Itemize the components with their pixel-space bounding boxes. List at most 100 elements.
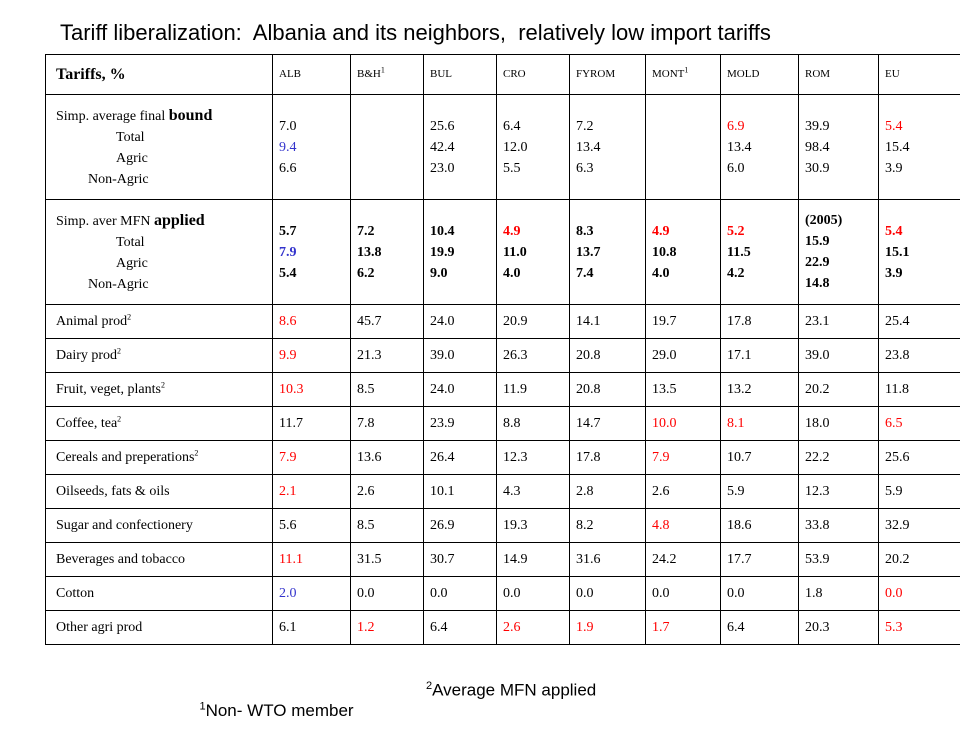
table-cell: 20.8 <box>570 339 646 373</box>
row-label-text: Beverages and tobacco <box>56 552 185 567</box>
table-cell: 7.8 <box>351 407 424 441</box>
row-label-note: 2 <box>117 346 121 355</box>
applied-value: 8.3 <box>576 221 645 242</box>
bound-sub-total: Total <box>56 127 272 148</box>
table-cell: 19.7 <box>646 305 721 339</box>
table-cell: 25.4 <box>879 305 960 339</box>
table-cell: 8.1 <box>721 407 799 441</box>
table-cell: 17.7 <box>721 543 799 577</box>
row-label-text: Cereals and preperations <box>56 450 194 465</box>
applied-value: 15.1 <box>885 242 960 263</box>
row-label-note: 2 <box>194 448 198 457</box>
applied-head-emph: applied <box>154 212 205 229</box>
footnote-2: 2Average MFN applied <box>426 680 596 701</box>
applied-value: 5.4 <box>279 263 350 284</box>
table-cell: 24.2 <box>646 543 721 577</box>
footnotes: 1Non- WTO member 2Average MFN applied <box>190 680 890 741</box>
table-cell: 8.5 <box>351 373 424 407</box>
bound-label-cell: Simp. average final bound Total Agric No… <box>46 95 273 200</box>
table-cell: 5.6 <box>273 509 351 543</box>
country-name: EU <box>885 68 900 80</box>
country-header-6: MOLD <box>721 55 799 95</box>
table-cell: 23.8 <box>879 339 960 373</box>
row-label-text: Sugar and confectionery <box>56 518 193 533</box>
row-label-text: Cotton <box>56 586 94 601</box>
bound-head: Simp. average final <box>56 109 165 124</box>
table-cell: 10.0 <box>646 407 721 441</box>
table-cell: 30.7 <box>424 543 497 577</box>
table-cell: 4.8 <box>646 509 721 543</box>
applied-value: 5.7 <box>279 221 350 242</box>
bound-value-cell-5 <box>646 95 721 200</box>
corner-label: Tariffs, % <box>46 55 273 95</box>
table-cell: 7.9 <box>646 441 721 475</box>
country-header-5: MONT1 <box>646 55 721 95</box>
bound-value: 6.6 <box>279 158 350 179</box>
table-cell: 33.8 <box>799 509 879 543</box>
table-cell: 6.4 <box>721 611 799 645</box>
country-note: 1 <box>684 65 688 74</box>
row-label: Animal prod2 <box>46 305 273 339</box>
table-cell: 31.6 <box>570 543 646 577</box>
table-cell: 20.2 <box>799 373 879 407</box>
bound-value: 9.4 <box>279 137 350 158</box>
table-cell: 8.6 <box>273 305 351 339</box>
table-cell: 39.0 <box>424 339 497 373</box>
table-cell: 21.3 <box>351 339 424 373</box>
row-label-text: Animal prod <box>56 314 127 329</box>
table-cell: 2.6 <box>646 475 721 509</box>
table-cell: 13.6 <box>351 441 424 475</box>
bound-value: 5.4 <box>885 116 960 137</box>
table-cell: 11.8 <box>879 373 960 407</box>
applied-tariff-row: Simp. aver MFN applied Total Agric Non-A… <box>46 200 960 305</box>
row-label-note: 2 <box>127 312 131 321</box>
row-label: Other agri prod <box>46 611 273 645</box>
country-header-7: ROM <box>799 55 879 95</box>
table-cell: 32.9 <box>879 509 960 543</box>
table-cell: 2.6 <box>351 475 424 509</box>
row-label-text: Coffee, tea <box>56 416 117 431</box>
row-label: Dairy prod2 <box>46 339 273 373</box>
table-cell: 5.3 <box>879 611 960 645</box>
country-name: ALB <box>279 68 301 80</box>
bound-value: 7.0 <box>279 116 350 137</box>
country-name: CRO <box>503 68 526 80</box>
table-cell: 8.8 <box>497 407 570 441</box>
bound-value: 98.4 <box>805 137 878 158</box>
country-note: 1 <box>381 65 385 74</box>
table-cell: 4.3 <box>497 475 570 509</box>
table-cell: 10.3 <box>273 373 351 407</box>
applied-value: 10.4 <box>430 221 496 242</box>
applied-head: Simp. aver MFN <box>56 214 151 229</box>
table-cell: 0.0 <box>424 577 497 611</box>
country-header-4: FYROM <box>570 55 646 95</box>
bound-value: 6.4 <box>503 116 569 137</box>
applied-value: (2005) <box>805 210 878 231</box>
bound-head-emph: bound <box>169 107 213 124</box>
table-cell: 0.0 <box>879 577 960 611</box>
applied-value: 7.2 <box>357 221 423 242</box>
table-cell: 10.1 <box>424 475 497 509</box>
table-cell: 5.9 <box>879 475 960 509</box>
bound-value: 25.6 <box>430 116 496 137</box>
applied-value: 5.4 <box>885 221 960 242</box>
footnote-2-text: Average MFN applied <box>432 681 596 700</box>
country-header-8: EU <box>879 55 960 95</box>
table-cell: 10.7 <box>721 441 799 475</box>
table-cell: 26.4 <box>424 441 497 475</box>
table-cell: 26.3 <box>497 339 570 373</box>
bound-value: 30.9 <box>805 158 878 179</box>
